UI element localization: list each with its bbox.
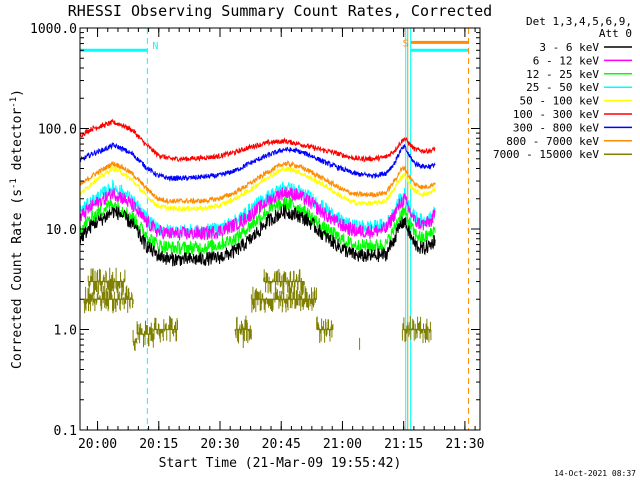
series-100-300kev [79, 118, 436, 163]
series-3-6kev [79, 204, 436, 267]
legend-label: 50 - 100 keV [520, 95, 600, 108]
series-7000-15000-kev-segment-5 [234, 315, 252, 344]
legend-header-line2: Att 0 [599, 27, 632, 40]
series-7000-15000-kev-segment-0 [83, 285, 134, 314]
legend-label: 800 - 7000 keV [506, 135, 599, 148]
legend-entry: 800 - 7000 keV [506, 135, 632, 148]
series-7000-15000-kev-segment-6 [250, 286, 285, 313]
x-axis: 20:00 20:15 20:30 20:45 21:00 21:15 21:30 [78, 28, 484, 452]
y-axis-label: Corrected Count Rate (s-1 detector-1) [9, 89, 25, 369]
legend-entry: 6 - 12 keV [533, 54, 632, 67]
x-axis-label: Start Time (21-Mar-09 19:55:42) [159, 456, 402, 471]
plot-area: SN [79, 28, 470, 430]
x-tick-label: 20:00 [78, 437, 117, 452]
y-tick-label: 100.0 [38, 123, 77, 138]
series-6-12kev [79, 186, 436, 241]
y-tick-label: 0.1 [54, 424, 77, 439]
y-tick-label: 10.0 [46, 223, 77, 238]
x-tick-label: 20:45 [262, 437, 301, 452]
x-tick-label: 20:30 [200, 437, 239, 452]
series-7000-15000-kev-segment-4 [153, 315, 178, 343]
series-7000-15000-kev-segment-10 [401, 316, 432, 344]
chart-title: RHESSI Observing Summary Count Rates, Co… [68, 2, 492, 20]
x-tick-label: 21:00 [323, 437, 362, 452]
legend-entry: 25 - 50 keV [526, 81, 632, 94]
legend-label: 3 - 6 keV [539, 41, 599, 54]
series-800-7000kev [79, 160, 436, 205]
x-tick-label: 21:30 [445, 437, 484, 452]
olive-jitter [250, 286, 285, 313]
legend-entry: 12 - 25 keV [526, 68, 632, 81]
series-7000-15000-kev-segment-7 [263, 269, 305, 295]
legend-entry: 7000 - 15000 keV [493, 148, 632, 161]
legend-entry: 100 - 300 keV [513, 108, 632, 121]
x-tick-label: 20:15 [139, 437, 178, 452]
footer-date: 14-Oct-2021 08:37 [554, 469, 636, 478]
legend-label: 300 - 800 keV [513, 121, 599, 134]
marker-label-N: N [152, 41, 158, 52]
series-7000-15000-kev-segment-3 [136, 320, 154, 348]
series-50-100kev [79, 165, 436, 213]
legend-entry: 50 - 100 keV [520, 95, 632, 108]
legend-label: 25 - 50 keV [526, 81, 599, 94]
olive-jitter [234, 315, 252, 344]
legend-label: 100 - 300 keV [513, 108, 599, 121]
series-7000-15000-kev-segment-1 [87, 267, 126, 296]
legend-label: 7000 - 15000 keV [493, 148, 599, 161]
y-axis: 0.1 1.0 10.0 100.0 1000.0 [30, 22, 480, 439]
series-7000-15000-kev-segment-8 [283, 285, 317, 313]
y-tick-label: 1000.0 [30, 22, 77, 37]
legend-label: 12 - 25 keV [526, 68, 599, 81]
legend-entry: 300 - 800 keV [513, 121, 632, 134]
legend-header-line1: Det 1,3,4,5,6,9, [526, 15, 632, 28]
legend-label: 6 - 12 keV [533, 54, 600, 67]
legend-entry: 3 - 6 keV [539, 41, 632, 54]
x-tick-label: 21:15 [384, 437, 423, 452]
y-tick-label: 1.0 [54, 324, 77, 339]
series-12-25kev [79, 196, 436, 255]
series-300-800kev [79, 142, 436, 183]
series-7000-15000-kev-segment-9 [316, 316, 334, 343]
